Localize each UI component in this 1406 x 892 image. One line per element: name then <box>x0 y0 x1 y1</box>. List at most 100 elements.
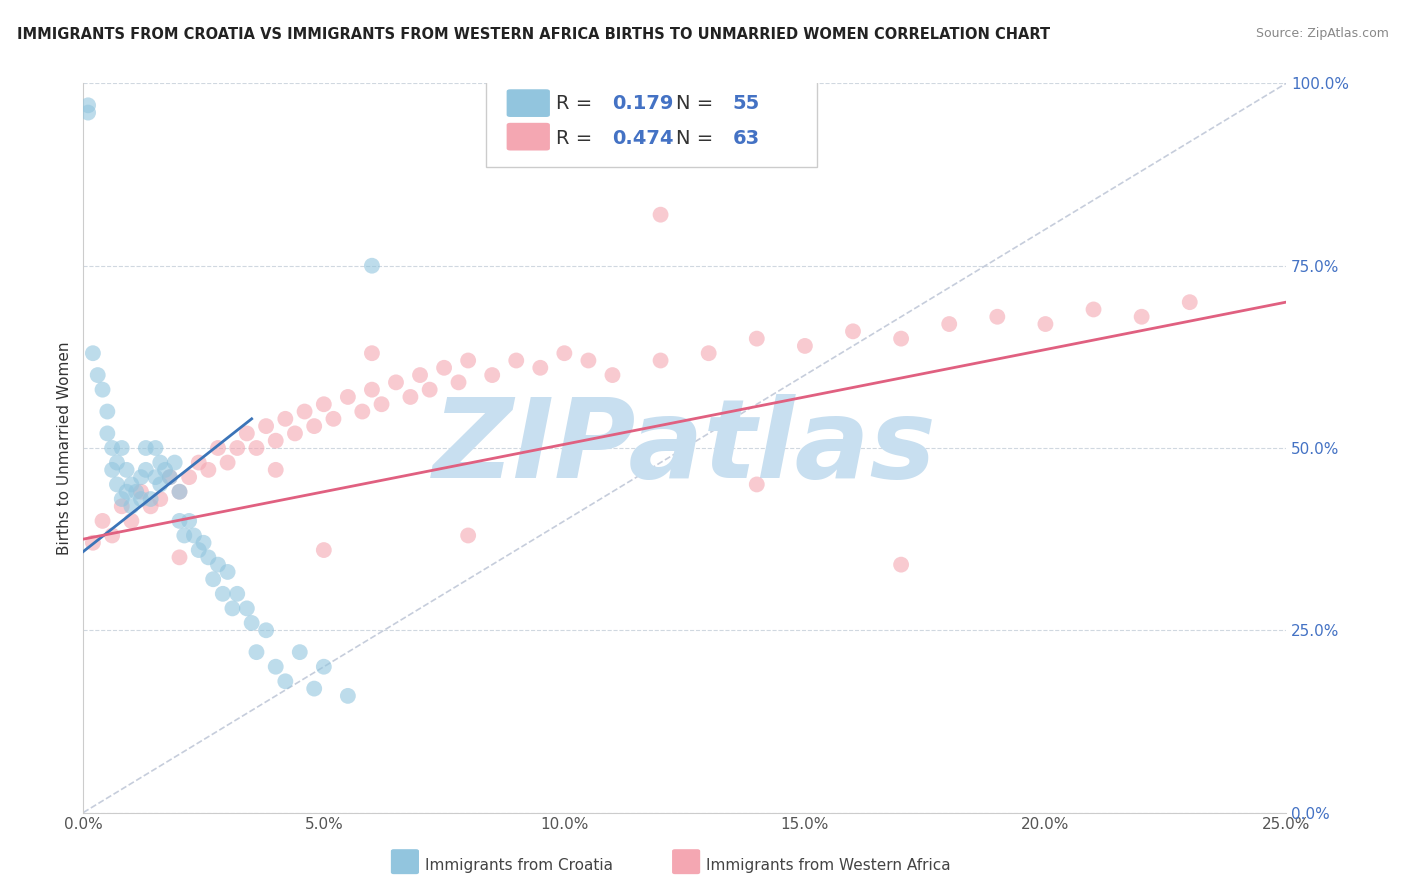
Point <box>264 659 287 673</box>
Point <box>115 484 138 499</box>
Point <box>139 491 162 506</box>
Point <box>193 535 215 549</box>
Point <box>149 477 172 491</box>
Text: IMMIGRANTS FROM CROATIA VS IMMIGRANTS FROM WESTERN AFRICA BIRTHS TO UNMARRIED WO: IMMIGRANTS FROM CROATIA VS IMMIGRANTS FR… <box>17 27 1050 42</box>
Point <box>409 368 432 382</box>
Point <box>129 491 152 506</box>
Point <box>254 624 277 638</box>
Point <box>135 463 157 477</box>
Point <box>217 565 239 579</box>
Point <box>352 404 374 418</box>
Point <box>149 456 172 470</box>
Point <box>312 543 335 558</box>
Point <box>187 456 209 470</box>
Point <box>91 383 114 397</box>
Point <box>77 98 100 112</box>
Point <box>96 426 118 441</box>
Point <box>399 390 422 404</box>
Point <box>221 601 243 615</box>
Point <box>890 332 912 346</box>
Point <box>105 477 128 491</box>
Point <box>111 491 134 506</box>
Point <box>938 317 960 331</box>
Point <box>82 346 104 360</box>
Point <box>505 353 527 368</box>
Point <box>159 470 181 484</box>
Point <box>169 550 191 565</box>
Point <box>336 689 359 703</box>
Point <box>264 463 287 477</box>
Point <box>274 674 297 689</box>
Point <box>187 543 209 558</box>
FancyBboxPatch shape <box>486 72 817 168</box>
Point <box>264 434 287 448</box>
Point <box>125 484 148 499</box>
Text: ZIPatlas: ZIPatlas <box>433 394 936 501</box>
Point <box>163 456 186 470</box>
Point <box>105 456 128 470</box>
Point <box>202 572 225 586</box>
Point <box>129 470 152 484</box>
Point <box>101 463 124 477</box>
Point <box>211 587 233 601</box>
Point <box>236 601 259 615</box>
Text: Immigrants from Croatia: Immigrants from Croatia <box>425 858 613 872</box>
Text: 55: 55 <box>733 95 761 113</box>
Point <box>336 390 359 404</box>
Point <box>294 404 316 418</box>
Text: N =: N = <box>676 95 720 113</box>
Point <box>77 105 100 120</box>
Point <box>302 681 325 696</box>
Point <box>245 441 267 455</box>
Point <box>111 500 134 514</box>
Point <box>842 324 865 338</box>
Point <box>120 500 142 514</box>
Point <box>361 259 384 273</box>
Point <box>322 412 344 426</box>
Point <box>1083 302 1105 317</box>
Point <box>457 353 479 368</box>
Point <box>111 441 134 455</box>
Point <box>274 412 297 426</box>
Point <box>361 346 384 360</box>
Point <box>87 368 110 382</box>
Point <box>217 456 239 470</box>
Point <box>207 558 229 572</box>
Point <box>1130 310 1153 324</box>
Point <box>145 470 167 484</box>
Text: 0.179: 0.179 <box>613 95 673 113</box>
Point <box>370 397 392 411</box>
Point <box>207 441 229 455</box>
Point <box>96 404 118 418</box>
Point <box>226 441 249 455</box>
Point <box>1035 317 1057 331</box>
Text: 63: 63 <box>733 128 759 147</box>
Point <box>173 528 195 542</box>
Point <box>529 360 551 375</box>
Point <box>697 346 720 360</box>
Text: R =: R = <box>555 128 599 147</box>
Point <box>159 470 181 484</box>
Point <box>101 528 124 542</box>
Point <box>602 368 624 382</box>
Point <box>197 550 219 565</box>
Point <box>197 463 219 477</box>
Text: Immigrants from Western Africa: Immigrants from Western Africa <box>706 858 950 872</box>
Point <box>457 528 479 542</box>
Point <box>149 491 172 506</box>
FancyBboxPatch shape <box>506 89 550 117</box>
Text: R =: R = <box>555 95 599 113</box>
Point <box>120 514 142 528</box>
Point <box>986 310 1008 324</box>
Point <box>361 383 384 397</box>
Point <box>578 353 600 368</box>
Point <box>481 368 503 382</box>
Point <box>793 339 815 353</box>
Text: 0.474: 0.474 <box>613 128 673 147</box>
Point <box>179 514 201 528</box>
Point <box>139 500 162 514</box>
Point <box>240 615 263 630</box>
Point <box>169 484 191 499</box>
Text: N =: N = <box>676 128 720 147</box>
Point <box>288 645 311 659</box>
